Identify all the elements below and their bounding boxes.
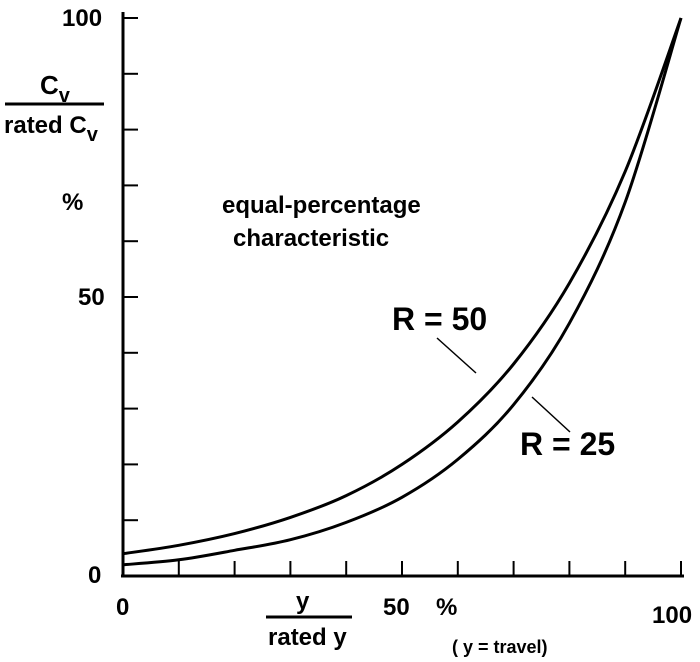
x-tick-label-100: 100 (652, 602, 692, 629)
x-label-numerator: y (296, 588, 310, 615)
y-label-numerator: Cv (40, 70, 71, 107)
series-line-r25 (122, 17, 683, 556)
x-label-denominator: rated y (268, 624, 347, 651)
series-label-r50: R = 50 (392, 301, 487, 337)
y-label-denominator: rated Cv (4, 112, 99, 146)
y-tick-label-50: 50 (78, 284, 105, 311)
x-tick-label-0: 0 (116, 594, 129, 621)
chart-title-line2: characteristic (233, 225, 389, 252)
series-line-r50 (122, 17, 683, 567)
x-label-unit: % (436, 594, 457, 621)
y-tick-label-100: 100 (62, 5, 102, 32)
series-label-r25: R = 25 (520, 426, 615, 462)
x-axis-label: y rated y % ( y = travel) (266, 588, 548, 657)
x-label-note: ( y = travel) (452, 637, 548, 657)
y-tick-label-0: 0 (88, 562, 101, 589)
chart-title-line1: equal-percentage (222, 192, 421, 219)
x-tick-label-50: 50 (383, 594, 410, 621)
y-label-unit: % (62, 189, 83, 216)
r50-leader-line (436, 337, 477, 374)
r25-leader-line (531, 396, 571, 433)
y-axis-label: Cv rated Cv % (4, 70, 104, 216)
axis-ticks (123, 17, 682, 576)
